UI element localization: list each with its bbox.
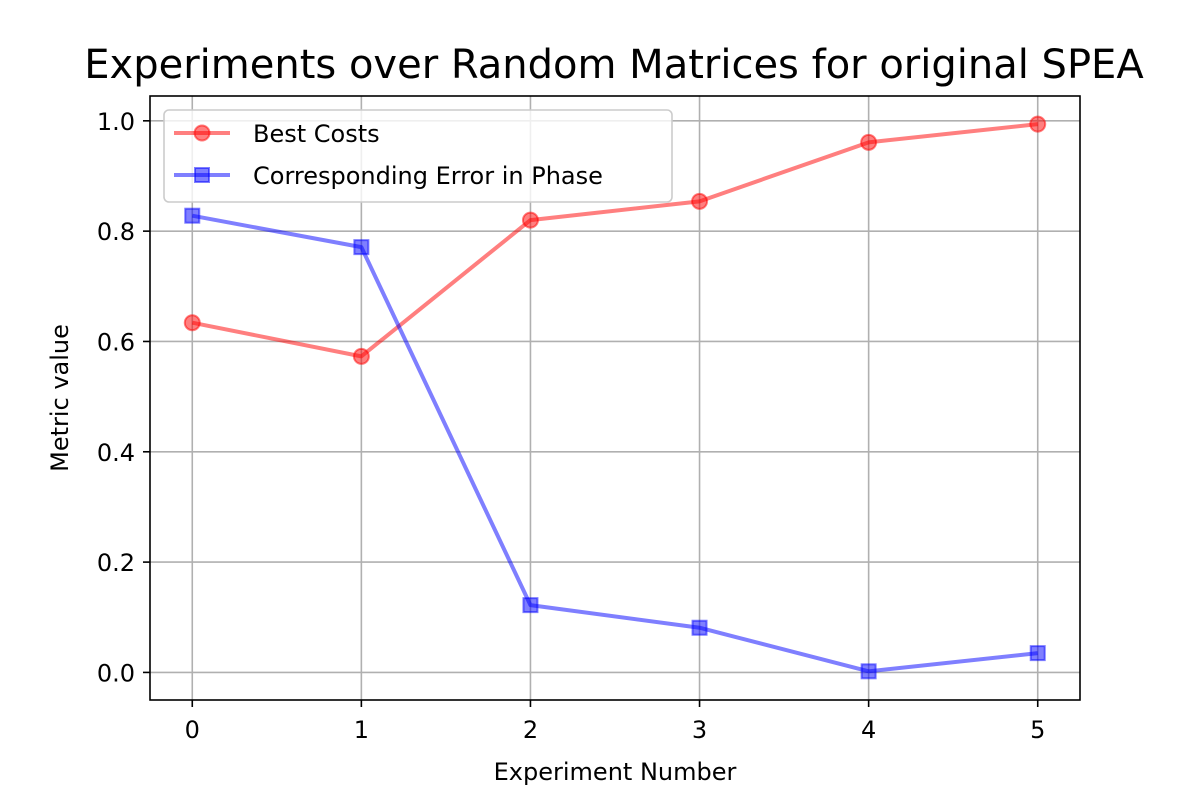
data-point-square [522, 597, 539, 614]
y-axis-label: Metric value [46, 324, 74, 472]
y-tick-label: 0.6 [97, 328, 135, 356]
y-tick-label: 0.2 [97, 549, 135, 577]
x-tick-label: 4 [861, 716, 876, 744]
data-point-square [184, 207, 201, 224]
data-point-circle [860, 133, 878, 151]
y-tick-label: 0.8 [97, 218, 135, 246]
ticks: 0 1 2 3 4 5 0.0 0.2 0.4 0.6 0.8 1.0 [97, 108, 1046, 744]
series-layer [183, 115, 1047, 680]
data-point-circle [521, 211, 539, 229]
data-point-circle [183, 314, 201, 332]
series-1 [183, 115, 1047, 365]
legend-label: Best Costs [253, 120, 380, 148]
legend: Best Costs Corresponding Error in Phase [163, 109, 673, 203]
x-axis-label: Experiment Number [494, 758, 737, 786]
x-tick-label: 5 [1030, 716, 1045, 744]
data-point-square [1029, 645, 1046, 662]
legend-marker [194, 167, 210, 183]
data-point-circle [1029, 115, 1047, 133]
series-line [191, 213, 1038, 674]
x-tick-label: 2 [523, 716, 538, 744]
legend-entry: Best Costs [174, 120, 380, 148]
data-point-square [691, 619, 708, 636]
series-line [191, 122, 1038, 359]
series-2 [184, 207, 1046, 680]
y-tick-label: 1.0 [97, 108, 135, 136]
legend-marker [193, 124, 211, 142]
data-point-circle [691, 192, 709, 210]
y-tick-label: 0.4 [97, 439, 135, 467]
legend-entry: Corresponding Error in Phase [174, 162, 603, 190]
chart-title: Experiments over Random Matrices for ori… [84, 42, 1144, 88]
x-tick-label: 0 [185, 716, 200, 744]
data-point-square [860, 663, 877, 680]
x-tick-label: 1 [354, 716, 369, 744]
plot-frame [149, 95, 1081, 701]
data-point-circle [352, 347, 370, 365]
data-point-square [353, 239, 370, 256]
x-tick-label: 3 [692, 716, 707, 744]
y-tick-label: 0.0 [97, 659, 135, 687]
legend-box [163, 109, 673, 203]
legend-label: Corresponding Error in Phase [253, 162, 603, 190]
